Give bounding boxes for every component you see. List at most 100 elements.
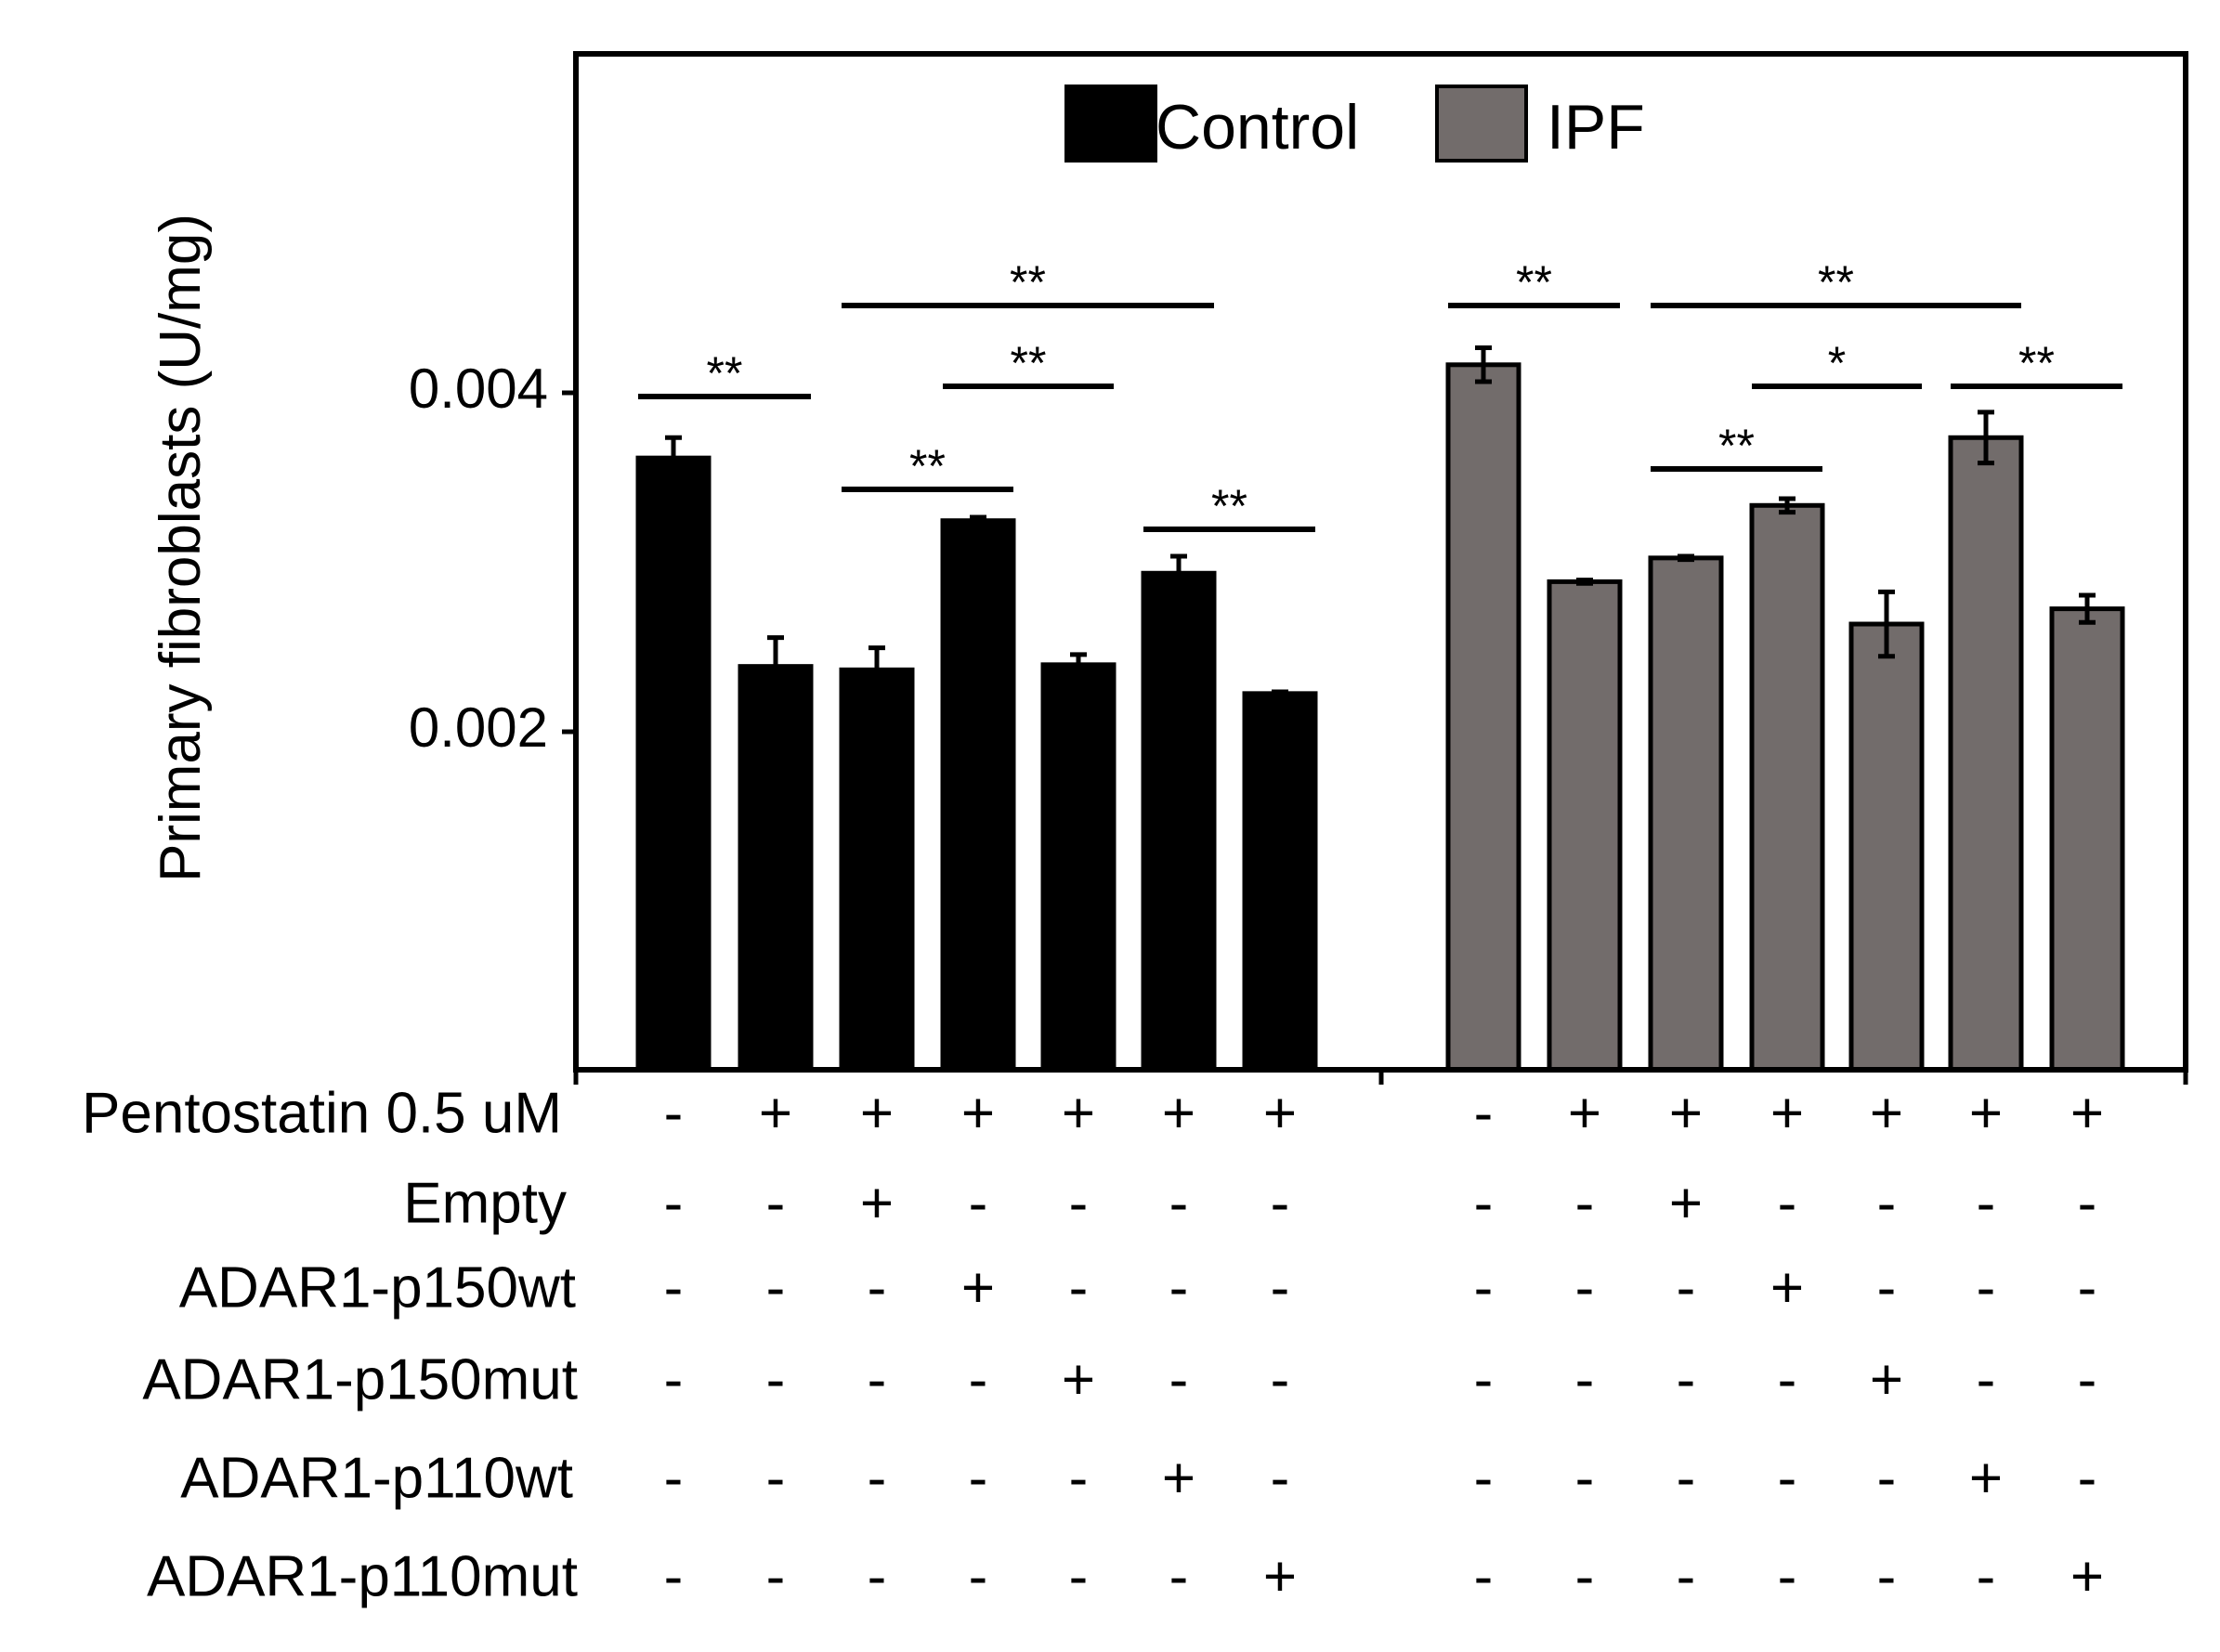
condition-minus: - (664, 1171, 684, 1235)
error-bar (665, 435, 682, 481)
condition-plus: + (1263, 1544, 1297, 1608)
condition-minus: - (1474, 1081, 1494, 1145)
bars-layer (635, 362, 2125, 1073)
condition-minus: - (1169, 1255, 1189, 1320)
y-axis-label: Primary fibroblasts (U/mg) (149, 214, 213, 882)
condition-plus: + (759, 1081, 792, 1145)
condition-minus: - (1474, 1347, 1494, 1411)
condition-plus: + (860, 1171, 894, 1235)
condition-label: ADAR1-p150mut (142, 1347, 578, 1411)
conditions-table: Pentostatin 0.5 uM - + + + + + + - + + + + + + Empty - - +… (82, 1081, 2104, 1608)
condition-row: Pentostatin 0.5 uM - + + + + + + - + + + + + + (82, 1081, 2104, 1145)
significance-bracket: ** (1651, 420, 1822, 472)
significance-label: ** (1818, 256, 1854, 308)
condition-minus: - (868, 1544, 887, 1608)
condition-plus: + (1062, 1081, 1095, 1145)
condition-minus: - (2078, 1255, 2097, 1320)
condition-minus: - (1877, 1171, 1897, 1235)
condition-plus: + (860, 1081, 894, 1145)
condition-minus: - (1677, 1544, 1696, 1608)
condition-minus: - (1271, 1255, 1290, 1320)
significance-label: ** (1516, 256, 1552, 308)
error-bar (1475, 345, 1492, 384)
condition-row: ADAR1-p110mut - - - - - - + - - - - - - + (147, 1544, 2104, 1608)
legend-swatch-ipf (1435, 85, 1528, 163)
significance-bracket: * (1752, 337, 1922, 389)
condition-minus: - (1474, 1446, 1494, 1510)
legend-label-control: Control (1156, 92, 1359, 163)
condition-label: ADAR1-p150wt (179, 1255, 576, 1320)
condition-minus: - (1069, 1544, 1089, 1608)
significance-bracket: ** (842, 256, 1214, 308)
condition-plus: + (1770, 1081, 1804, 1145)
condition-minus: - (1778, 1171, 1797, 1235)
condition-minus: - (969, 1544, 988, 1608)
significance-bracket: ** (638, 347, 811, 399)
error-bar (1678, 553, 1694, 563)
significance-bracket: ** (1448, 256, 1620, 308)
condition-minus: - (1877, 1446, 1897, 1510)
error-bar (868, 645, 885, 695)
condition-minus: - (1977, 1347, 1996, 1411)
condition-minus: - (2078, 1446, 2097, 1510)
error-bar (1978, 410, 1994, 466)
condition-plus: + (2070, 1544, 2104, 1608)
significance-label: ** (2018, 337, 2055, 389)
condition-plus: + (1669, 1171, 1703, 1235)
significance-label: * (1828, 337, 1846, 389)
y-ticks-layer: 0.002 0.004 (409, 358, 576, 759)
condition-plus: + (1162, 1446, 1195, 1510)
condition-minus: - (1977, 1255, 1996, 1320)
condition-plus: + (1870, 1081, 1903, 1145)
condition-plus: + (961, 1255, 995, 1320)
condition-minus: - (868, 1255, 887, 1320)
condition-minus: - (1069, 1255, 1089, 1320)
condition-minus: - (1575, 1446, 1595, 1510)
condition-plus: + (1969, 1081, 2003, 1145)
significance-bracket: ** (943, 337, 1114, 389)
condition-label: Pentostatin 0.5 uM (82, 1081, 562, 1145)
condition-minus: - (766, 1347, 786, 1411)
y-tick-label: 0.004 (409, 358, 548, 420)
condition-plus: + (1062, 1347, 1095, 1411)
bar-control-4 (940, 518, 1016, 1073)
condition-minus: - (868, 1446, 887, 1510)
condition-label: ADAR1-p110mut (147, 1544, 578, 1608)
significance-label: ** (1211, 480, 1247, 532)
legend: Control IPF (1064, 85, 1645, 163)
condition-minus: - (1474, 1171, 1494, 1235)
bar-ipf-4 (1749, 502, 1825, 1073)
bar-control-5 (1040, 662, 1117, 1073)
condition-minus: - (766, 1171, 786, 1235)
bar-ipf-6 (1948, 435, 2024, 1073)
condition-minus: - (969, 1347, 988, 1411)
condition-minus: - (1169, 1544, 1189, 1608)
error-bar (1878, 589, 1895, 659)
condition-minus: - (664, 1544, 684, 1608)
bar-ipf-5 (1848, 621, 1925, 1073)
condition-minus: - (1069, 1171, 1089, 1235)
legend-swatch-control (1064, 85, 1157, 163)
condition-minus: - (664, 1081, 684, 1145)
condition-minus: - (2078, 1171, 2097, 1235)
condition-plus: + (1669, 1081, 1703, 1145)
condition-row: ADAR1-p110wt - - - - - + - - - - - - + - (180, 1446, 2096, 1510)
condition-minus: - (1778, 1446, 1797, 1510)
condition-minus: - (1977, 1544, 1996, 1608)
significance-label: ** (1718, 420, 1755, 472)
error-bar (1272, 689, 1288, 698)
bar-control-6 (1141, 570, 1217, 1073)
condition-minus: - (766, 1446, 786, 1510)
condition-minus: - (1877, 1544, 1897, 1608)
condition-minus: - (868, 1347, 887, 1411)
condition-plus: + (1162, 1081, 1195, 1145)
condition-minus: - (1271, 1171, 1290, 1235)
error-bar (1170, 553, 1187, 593)
axes-layer (573, 51, 2188, 1085)
significance-label: ** (1010, 256, 1046, 308)
condition-minus: - (1271, 1446, 1290, 1510)
condition-minus: - (1778, 1347, 1797, 1411)
condition-minus: - (1677, 1255, 1696, 1320)
condition-minus: - (969, 1446, 988, 1510)
condition-minus: - (1271, 1347, 1290, 1411)
